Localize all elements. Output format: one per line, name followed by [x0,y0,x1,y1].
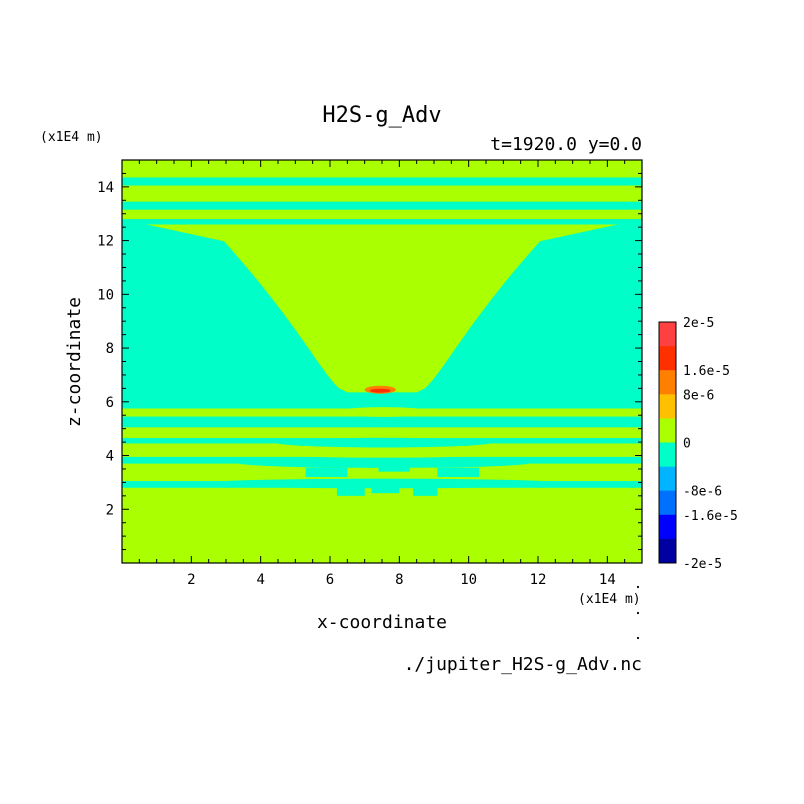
colorbar-label: 8e-6 [683,388,714,403]
colorbar-segment [659,346,676,371]
wave-block [305,467,348,478]
marker-dot [636,636,640,640]
x-axis-label: x-coordinate [317,612,447,633]
colorbar-label: -2e-5 [683,557,722,572]
y-tick-label: 8 [106,341,114,357]
source-file-label: ./jupiter_H2S-g_Adv.nc [404,654,642,675]
positive-lobe [146,224,618,393]
marker-dot [636,585,640,589]
colorbar-segment [659,418,676,443]
marker-dot [636,611,640,615]
y-tick-label: 2 [106,502,114,518]
x-tick-label: 12 [530,572,547,588]
colorbar-label: 1.6e-5 [683,364,730,379]
colorbar-segment [659,442,676,468]
wave-band [257,448,511,458]
colorbar: 2e-5 1.6e-5 8e-6 0 -8e-6 -1.6e-5 -2e-5 [658,316,738,572]
axes: 2 4 6 8 10 12 14 2 4 6 8 10 12 14 [97,159,643,588]
colorbar-segment [659,322,676,347]
wave-band [276,437,492,448]
wave-block [378,458,410,472]
y-unit-label: (x1E4 m) [40,130,103,145]
wave-band [314,417,454,428]
colorbar-frame [658,321,677,564]
colorbar-label: -8e-6 [683,485,722,500]
wave-band [295,427,473,438]
y-tick-label: 14 [97,180,114,196]
wave-block [437,467,480,478]
stripe [122,201,642,210]
stripe [122,219,642,225]
y-tick-label: 4 [106,449,114,465]
colorbar-segment [659,538,676,564]
y-tick-label: 10 [97,287,114,303]
colorbar-label: -1.6e-5 [683,509,738,524]
colorbar-segment [659,394,676,419]
wave-band [352,396,415,407]
colorbar-segment [659,370,676,395]
x-tick-label: 4 [256,572,264,588]
stripe [122,177,642,186]
y-axis-label: z-coordinate [64,297,85,427]
x-tick-label: 6 [326,572,334,588]
wave-block [336,482,365,496]
y-tick-label: 12 [97,234,114,250]
wave-block [413,482,438,496]
colorbar-segment [659,514,676,540]
wave-band [333,407,434,417]
x-unit-label: (x1E4 m) [578,592,641,607]
colorbar-segment [659,466,676,492]
y-tick-label: 6 [106,395,114,411]
chart-title: H2S-g_Adv [322,103,441,128]
colorbar-label: 2e-5 [683,316,714,331]
stripe [122,213,642,218]
positive-peak [369,388,391,393]
x-tick-label: 8 [395,572,403,588]
wave-block [371,481,400,494]
x-tick-label: 14 [599,572,616,588]
colorbar-segment [659,490,676,516]
x-tick-label: 10 [460,572,477,588]
colorbar-label: 0 [683,437,691,452]
x-tick-label: 2 [187,572,195,588]
chart-subtitle: t=1920.0 y=0.0 [490,134,642,155]
plot-area [122,160,642,563]
